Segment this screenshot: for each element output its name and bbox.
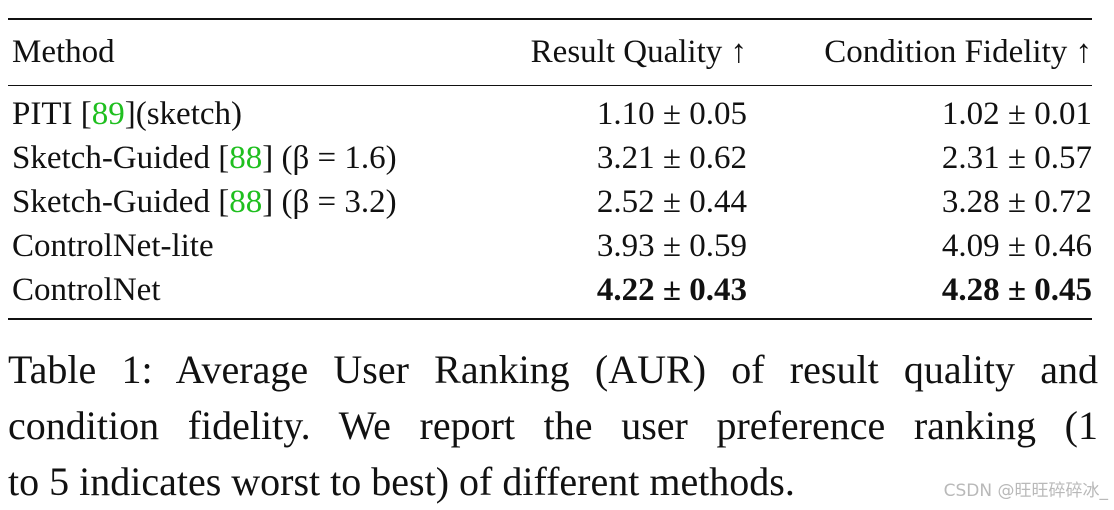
result-quality-cell: 1.10 ± 0.05 — [596, 95, 747, 132]
results-table-container: Method Result Quality ↑ Condition Fideli… — [8, 18, 1092, 320]
method-suffix: ](sketch) — [124, 95, 243, 132]
results-table: Method Result Quality ↑ Condition Fideli… — [8, 18, 1092, 320]
condition-fidelity-cell: 3.28 ± 0.72 — [941, 183, 1092, 220]
condition-fidelity-cell: 1.02 ± 0.01 — [941, 95, 1092, 132]
method-cell: Sketch-Guided [88] (β = 3.2) — [8, 180, 457, 224]
header-condition-fidelity: Condition Fidelity ↑ — [747, 19, 1092, 86]
table-body: PITI [89](sketch) 1.10 ± 0.05 1.02 ± 0.01 S… — [8, 85, 1092, 320]
method-cell: PITI [89](sketch) — [8, 85, 457, 136]
watermark: CSDN @旺旺碎碎冰_ — [943, 481, 1108, 501]
table-row: ControlNet-lite 3.93 ± 0.59 4.09 ± 0.46 — [8, 224, 1092, 268]
result-quality-cell: 2.52 ± 0.44 — [596, 183, 747, 220]
beta-parameter: β = 3.2) — [292, 183, 397, 220]
method-name: PITI [ — [12, 95, 92, 132]
citation-link[interactable]: 88 — [229, 183, 263, 220]
table-caption: Table 1: Average User Ranking (AUR) of r… — [8, 342, 1098, 510]
method-suffix: ] ( — [262, 139, 293, 176]
method-cell: ControlNet — [8, 267, 457, 320]
condition-fidelity-cell: 4.28 ± 0.45 — [747, 267, 1092, 320]
method-name: ControlNet-lite — [12, 227, 214, 264]
caption-line-2: condition fidelity. We report the user p… — [8, 403, 1098, 448]
method-cell: ControlNet-lite — [8, 224, 457, 268]
result-quality-cell: 4.22 ± 0.43 — [457, 267, 747, 320]
beta-parameter: β = 1.6) — [292, 139, 397, 176]
citation-link[interactable]: 88 — [229, 139, 263, 176]
table-row: Sketch-Guided [88] (β = 3.2) 2.52 ± 0.44 3… — [8, 180, 1092, 224]
table-row: Sketch-Guided [88] (β = 1.6) 3.21 ± 0.62 2… — [8, 136, 1092, 180]
method-name: ControlNet — [12, 271, 161, 308]
result-quality-cell: 3.21 ± 0.62 — [596, 139, 747, 176]
condition-fidelity-cell: 2.31 ± 0.57 — [941, 139, 1092, 176]
table-row: ControlNet 4.22 ± 0.43 4.28 ± 0.45 — [8, 267, 1092, 320]
caption-line-1: Table 1: Average User Ranking (AUR) of r… — [8, 347, 1098, 392]
header-method: Method — [8, 19, 457, 86]
method-name: Sketch-Guided [ — [12, 183, 230, 220]
header-result-quality: Result Quality ↑ — [457, 19, 747, 86]
caption-line-3: to 5 indicates worst to best) of differe… — [8, 459, 795, 504]
result-quality-cell: 3.93 ± 0.59 — [596, 227, 747, 264]
method-cell: Sketch-Guided [88] (β = 1.6) — [8, 136, 457, 180]
method-suffix: ] ( — [262, 183, 293, 220]
method-name: Sketch-Guided [ — [12, 139, 230, 176]
table-header-row: Method Result Quality ↑ Condition Fideli… — [8, 19, 1092, 86]
citation-link[interactable]: 89 — [91, 95, 125, 132]
table-row: PITI [89](sketch) 1.10 ± 0.05 1.02 ± 0.01 — [8, 85, 1092, 136]
condition-fidelity-cell: 4.09 ± 0.46 — [941, 227, 1092, 264]
